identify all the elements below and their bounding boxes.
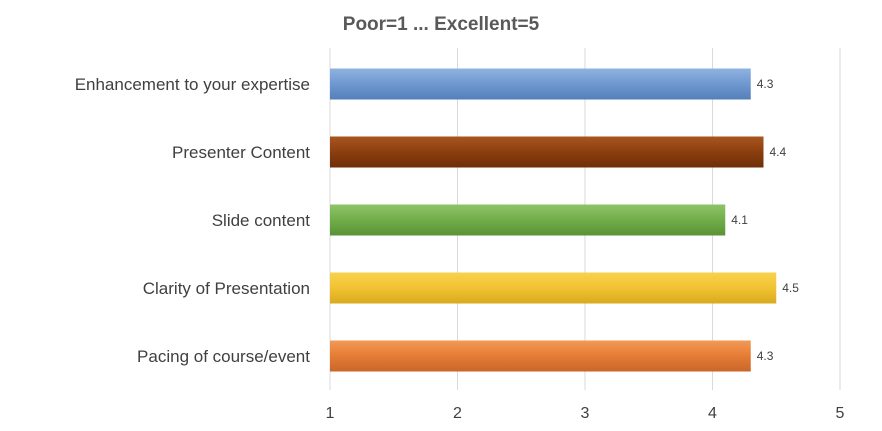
bar (330, 272, 777, 304)
category-labels: Enhancement to your expertise Presenter C… (75, 75, 311, 366)
data-label: 4.4 (770, 145, 787, 159)
bars (330, 68, 777, 372)
data-label: 4.3 (757, 77, 774, 91)
category-label: Slide content (212, 211, 311, 230)
x-tick-label: 2 (453, 405, 462, 422)
category-label: Presenter Content (172, 143, 310, 162)
category-label: Clarity of Presentation (143, 279, 310, 298)
bar (330, 204, 726, 236)
data-label: 4.3 (757, 349, 774, 363)
data-label: 4.5 (782, 281, 799, 295)
x-tick-label: 4 (708, 405, 717, 422)
category-label: Pacing of course/event (137, 347, 310, 366)
x-tick-label: 1 (326, 405, 335, 422)
chart-title: Poor=1 ... Excellent=5 (343, 14, 540, 35)
x-tick-label: 5 (836, 405, 845, 422)
bar (330, 136, 764, 168)
x-tick-label: 3 (581, 405, 590, 422)
bar (330, 340, 751, 372)
category-label: Enhancement to your expertise (75, 75, 310, 94)
data-label: 4.1 (731, 213, 748, 227)
bar (330, 68, 751, 100)
x-axis-tick-labels: 1 2 3 4 5 (326, 405, 845, 422)
data-labels: 4.3 4.4 4.1 4.5 4.3 (731, 77, 799, 363)
